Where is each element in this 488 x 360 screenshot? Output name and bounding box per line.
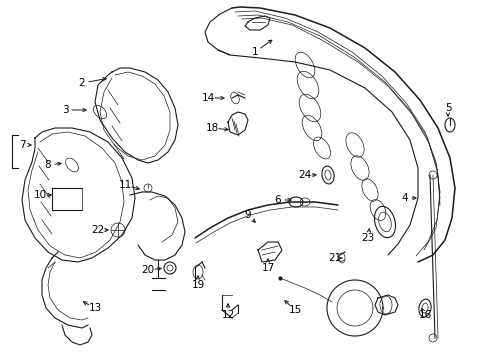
Text: 21: 21 bbox=[328, 253, 341, 263]
Text: 9: 9 bbox=[244, 210, 251, 220]
Text: 15: 15 bbox=[288, 305, 301, 315]
Text: 18: 18 bbox=[205, 123, 218, 133]
Text: 23: 23 bbox=[361, 233, 374, 243]
Text: 22: 22 bbox=[91, 225, 104, 235]
Text: 13: 13 bbox=[88, 303, 102, 313]
Text: 7: 7 bbox=[19, 140, 25, 150]
Text: 3: 3 bbox=[61, 105, 68, 115]
Text: 14: 14 bbox=[201, 93, 214, 103]
Text: 24: 24 bbox=[298, 170, 311, 180]
Text: 4: 4 bbox=[401, 193, 407, 203]
Text: 19: 19 bbox=[191, 280, 204, 290]
Text: 8: 8 bbox=[44, 160, 51, 170]
Text: 2: 2 bbox=[79, 78, 85, 88]
Text: 5: 5 bbox=[444, 103, 450, 113]
Text: 12: 12 bbox=[221, 310, 234, 320]
Text: 16: 16 bbox=[418, 310, 431, 320]
Text: 6: 6 bbox=[274, 195, 281, 205]
Text: 20: 20 bbox=[141, 265, 154, 275]
Text: 10: 10 bbox=[33, 190, 46, 200]
Text: 17: 17 bbox=[261, 263, 274, 273]
Text: 1: 1 bbox=[251, 47, 258, 57]
Text: 11: 11 bbox=[118, 180, 131, 190]
